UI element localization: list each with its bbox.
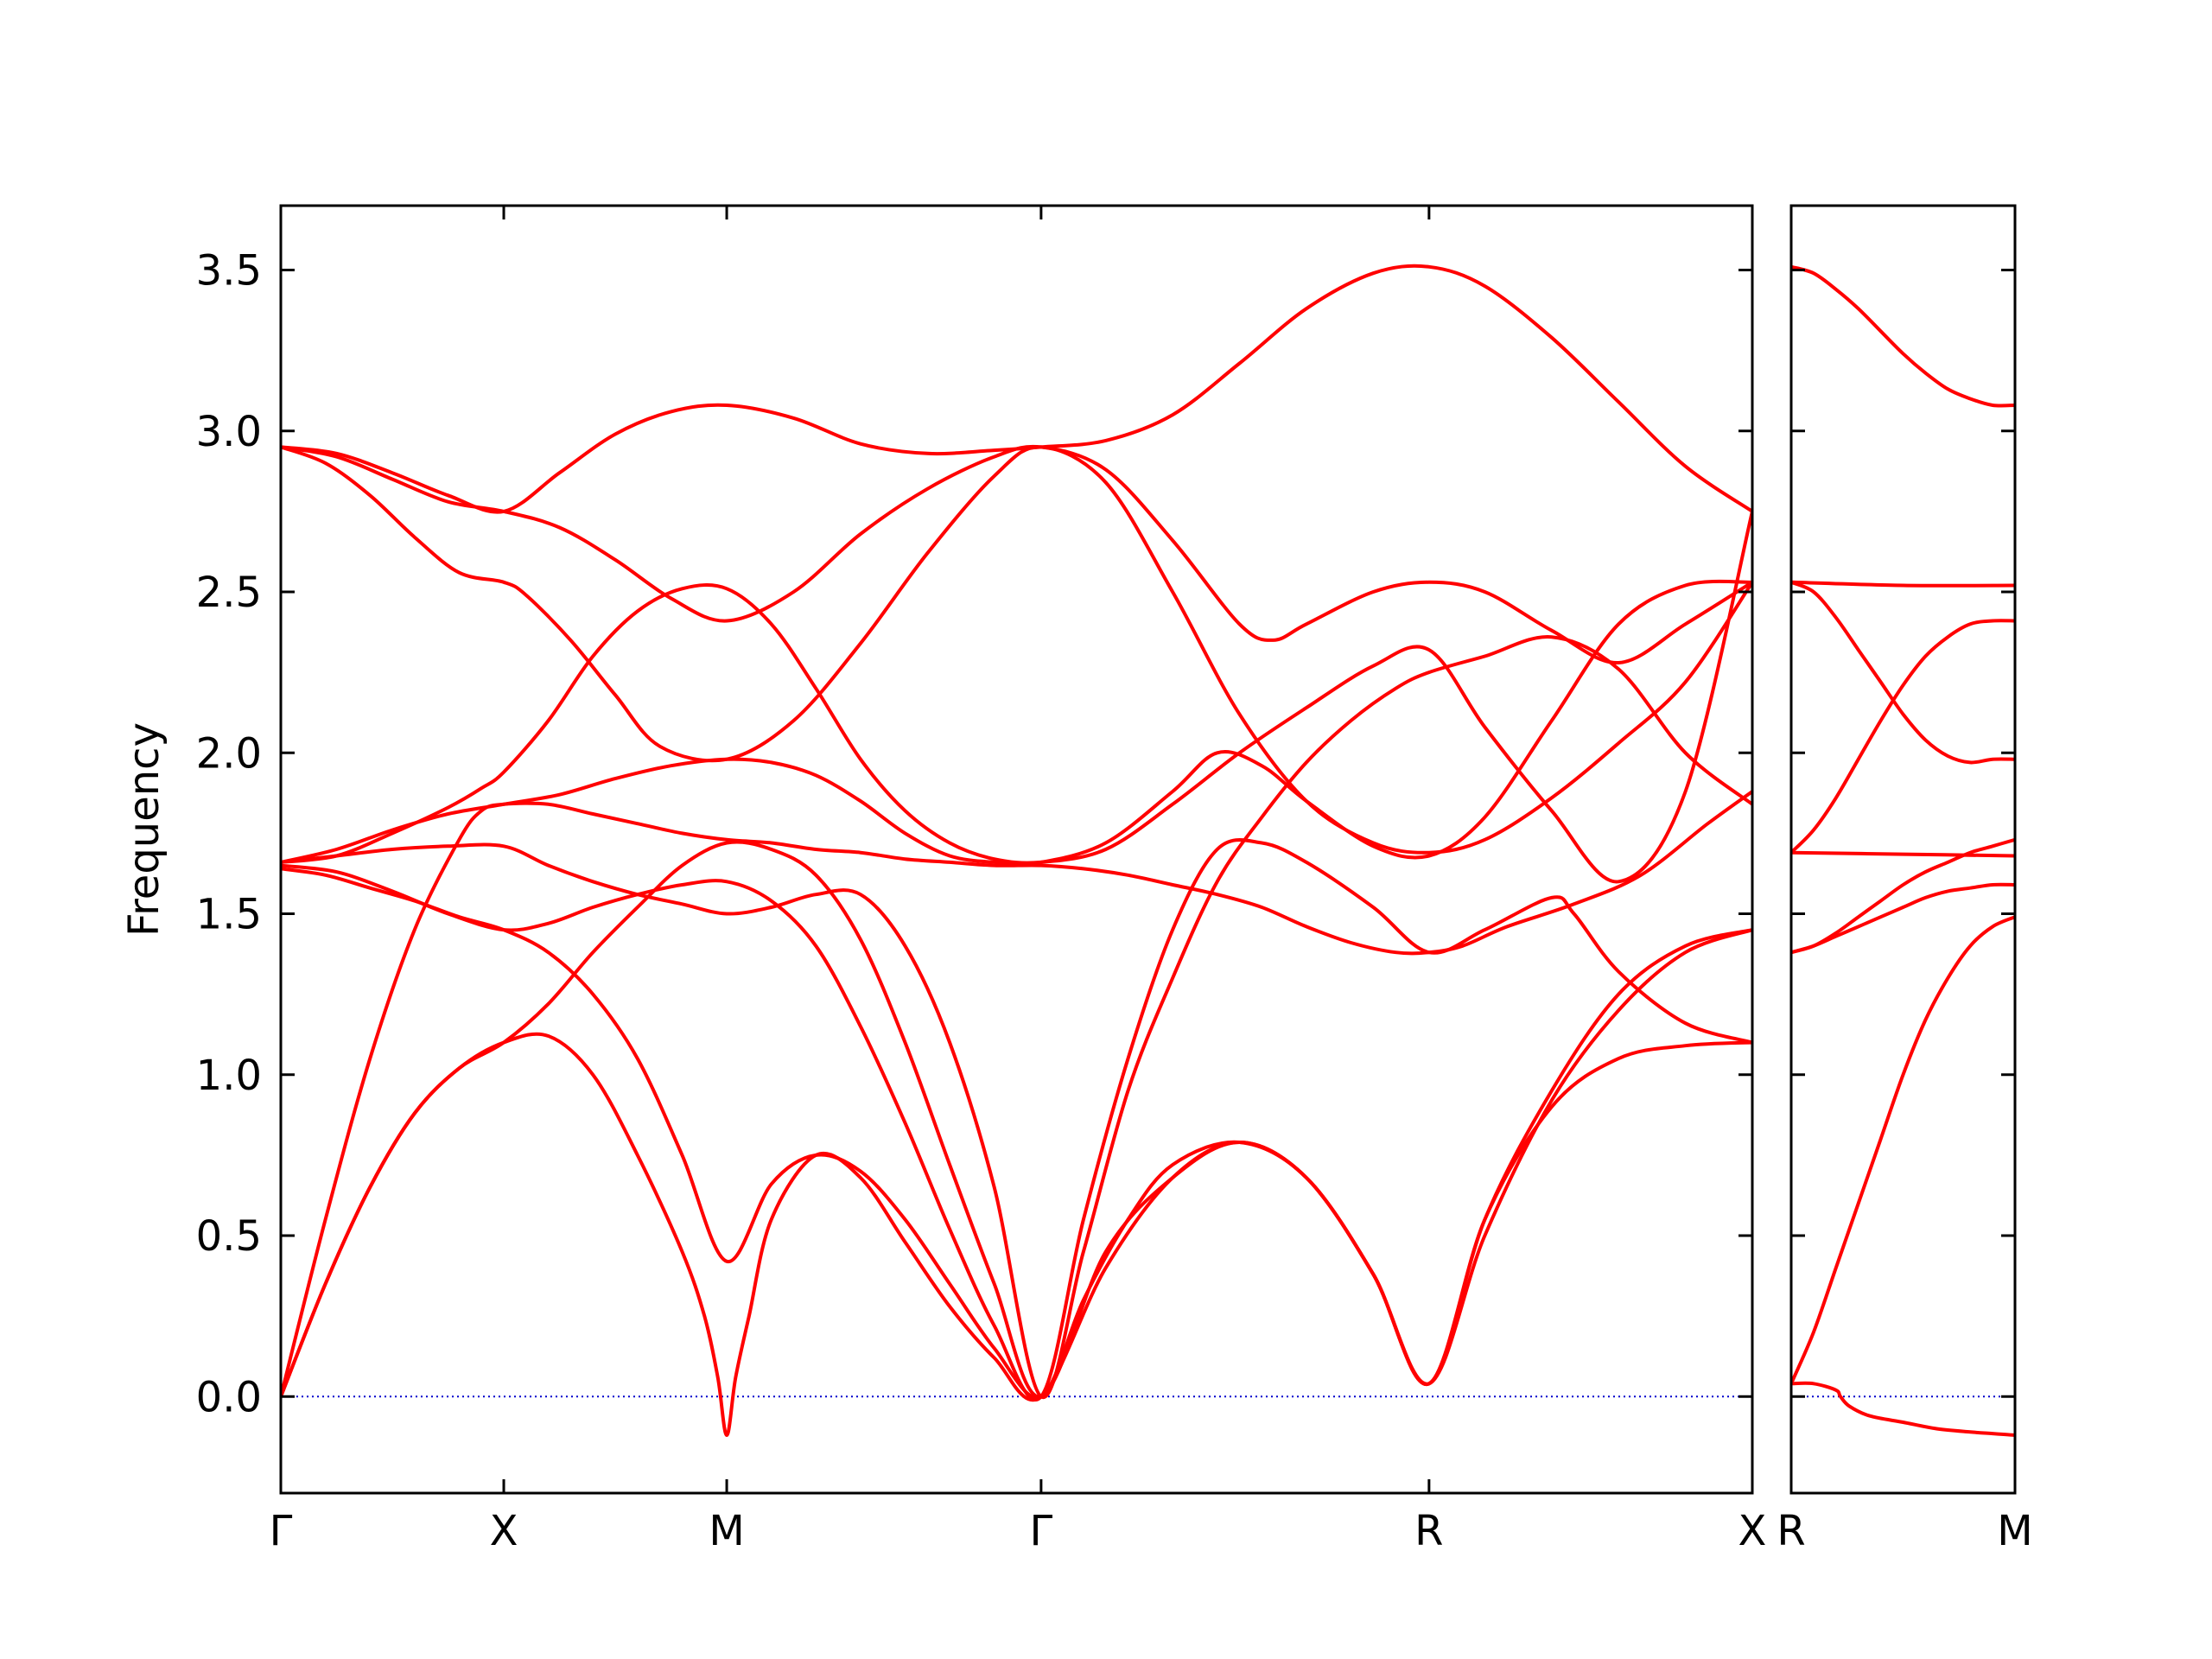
side-band-1 — [1791, 264, 2015, 408]
ytick-label: 3.0 — [196, 408, 262, 456]
main-band-7 — [281, 635, 1752, 1400]
main-band-1 — [281, 264, 1752, 514]
kpoint-label: M — [709, 1507, 744, 1555]
ytick-label: 2.5 — [196, 569, 262, 617]
kpoint-label: M — [1997, 1507, 2032, 1555]
ytick-label: 1.5 — [196, 891, 262, 939]
side-frame — [1789, 204, 2017, 1495]
y-axis-label: Frequency — [120, 722, 168, 937]
main-band-4 — [281, 511, 1752, 884]
side-series-group — [1791, 264, 2015, 1437]
kpoint-label: Γ — [270, 1507, 293, 1555]
side-band-6 — [1791, 837, 2015, 955]
main-band-2 — [281, 444, 1752, 665]
kpoint-label: X — [490, 1507, 518, 1555]
side-band-5 — [1791, 850, 2015, 858]
side-band-2 — [1791, 580, 2015, 588]
main-series-group — [281, 264, 1752, 1437]
kpoint-label: Γ — [1030, 1507, 1053, 1555]
side-band-4 — [1791, 619, 2015, 855]
ytick-label: 3.5 — [196, 247, 262, 296]
kpoint-label: R — [1414, 1507, 1443, 1555]
side-band-9 — [1791, 1381, 2015, 1437]
side-band-8 — [1791, 915, 2015, 1385]
kpoint-label: X — [1738, 1507, 1767, 1555]
side-band-7 — [1791, 882, 2015, 955]
ytick-label: 0.0 — [196, 1373, 262, 1421]
ytick-label: 1.0 — [196, 1052, 262, 1100]
main-band-11 — [281, 840, 1752, 1399]
main-band-5 — [281, 579, 1752, 866]
ytick-label: 2.0 — [196, 729, 262, 778]
kpoint-label: R — [1777, 1507, 1805, 1555]
main-panel: 0.0 0.5 1.0 1.5 2.0 2.5 3.0 3.5 Γ X M Γ R X — [196, 204, 1767, 1555]
main-band-8 — [281, 838, 1752, 1402]
main-frame — [279, 204, 1754, 1495]
side-band-3 — [1791, 580, 2015, 765]
main-band-3 — [281, 445, 1752, 855]
ytick-label: 0.5 — [196, 1212, 262, 1261]
